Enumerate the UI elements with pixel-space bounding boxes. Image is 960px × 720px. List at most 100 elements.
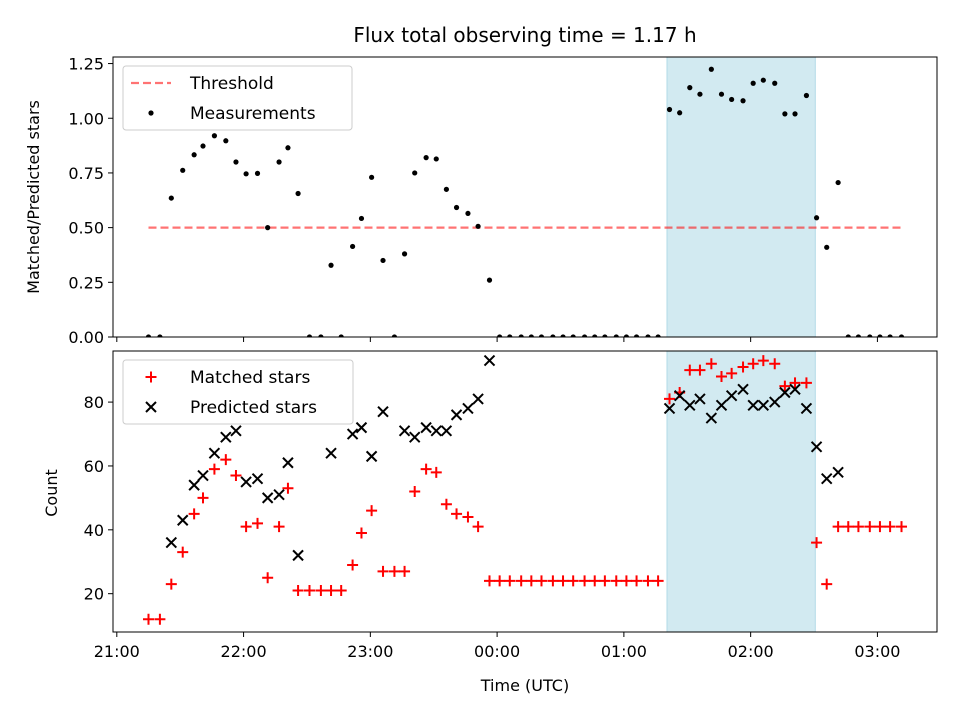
data-point: [365, 450, 378, 463]
y-axis-label-count: Count: [42, 469, 61, 517]
data-point: [715, 371, 727, 383]
data-point: [188, 479, 200, 491]
data-point: [282, 457, 294, 469]
axes-frame: [112, 350, 938, 633]
plot-area: [145, 66, 905, 337]
legend: Matched stars Predicted stars: [122, 359, 354, 425]
data-point: [430, 466, 442, 478]
data-point: [633, 334, 640, 337]
data-point: [592, 334, 598, 337]
data-point: [251, 473, 264, 485]
data-point: [515, 575, 527, 587]
data-point: [197, 492, 209, 504]
legend-label: Matched stars: [190, 368, 310, 388]
data-point: [220, 454, 232, 466]
observing-window-span: [666, 350, 816, 633]
data-point: [325, 447, 337, 459]
data-point: [355, 527, 367, 539]
series-predicted-stars: [165, 354, 844, 562]
data-point: [852, 521, 864, 533]
data-point: [677, 110, 683, 116]
data-point: [240, 476, 252, 488]
data-point: [472, 521, 484, 533]
data-point: [821, 578, 833, 590]
data-point: [631, 575, 643, 587]
legend-swatch: [145, 371, 157, 383]
data-point: [874, 521, 886, 533]
y-tick-label: 60: [84, 457, 104, 476]
data-point: [800, 377, 812, 389]
data-point: [779, 386, 791, 399]
data-point: [898, 334, 905, 337]
data-point: [623, 334, 630, 337]
data-point: [211, 133, 218, 139]
data-point: [599, 575, 611, 587]
data-point: [504, 575, 516, 587]
data-point: [842, 521, 854, 533]
panel-ratio: 0.00 0.25 0.50 0.75 1.00 1.25 Threshold Measure…: [68, 55, 938, 347]
data-point: [877, 334, 883, 337]
data-point: [315, 584, 327, 596]
data-point: [472, 393, 484, 405]
data-point: [729, 96, 735, 103]
data-point: [684, 364, 696, 376]
data-point: [497, 334, 503, 337]
data-point: [757, 399, 770, 411]
data-point: [740, 98, 746, 104]
data-point: [864, 521, 876, 533]
data-point: [200, 143, 206, 149]
series-matched-stars: [142, 355, 908, 625]
data-point: [560, 334, 566, 337]
data-point: [168, 195, 174, 201]
data-point: [462, 402, 474, 415]
data-point: [346, 428, 359, 440]
data-point: [708, 66, 714, 72]
data-point: [177, 514, 189, 526]
y-tick-label: 20: [84, 585, 104, 604]
data-point: [887, 334, 893, 337]
data-point: [451, 508, 463, 520]
data-point: [276, 159, 282, 165]
observing-window-span: [666, 56, 816, 338]
data-point: [789, 377, 801, 389]
data-point: [835, 179, 841, 186]
x-tick-label: 23:00: [347, 642, 393, 661]
data-point: [443, 186, 450, 192]
data-point: [800, 402, 813, 415]
y-tick-label: 0.75: [68, 164, 104, 183]
data-point: [494, 575, 506, 587]
data-point: [453, 204, 460, 211]
data-point: [642, 575, 654, 587]
data-point: [377, 405, 389, 418]
data-point: [589, 575, 601, 587]
data-point: [810, 441, 823, 453]
data-point: [483, 354, 496, 367]
y-tick-label: 40: [84, 521, 104, 540]
data-point: [747, 399, 759, 411]
data-point: [747, 358, 759, 370]
data-point: [303, 584, 315, 596]
data-point: [579, 575, 591, 587]
data-point: [243, 171, 249, 177]
data-point: [285, 145, 291, 151]
data-point: [292, 584, 304, 596]
x-tick-label: 03:00: [854, 642, 900, 661]
data-point: [208, 463, 220, 475]
data-point: [233, 159, 239, 165]
data-point: [613, 334, 619, 337]
data-point: [570, 334, 576, 337]
data-point: [398, 425, 411, 437]
data-point: [369, 174, 375, 180]
data-point: [440, 425, 453, 437]
data-point: [726, 367, 738, 379]
data-point: [821, 473, 833, 485]
data-point: [867, 334, 873, 337]
data-point: [282, 482, 294, 494]
data-point: [832, 466, 844, 479]
data-point: [694, 364, 706, 376]
data-point: [782, 111, 788, 117]
data-point: [715, 399, 728, 411]
y-axis-label-ratio: Matched/Predicted stars: [24, 100, 43, 294]
data-point: [737, 383, 749, 396]
data-point: [567, 575, 579, 587]
